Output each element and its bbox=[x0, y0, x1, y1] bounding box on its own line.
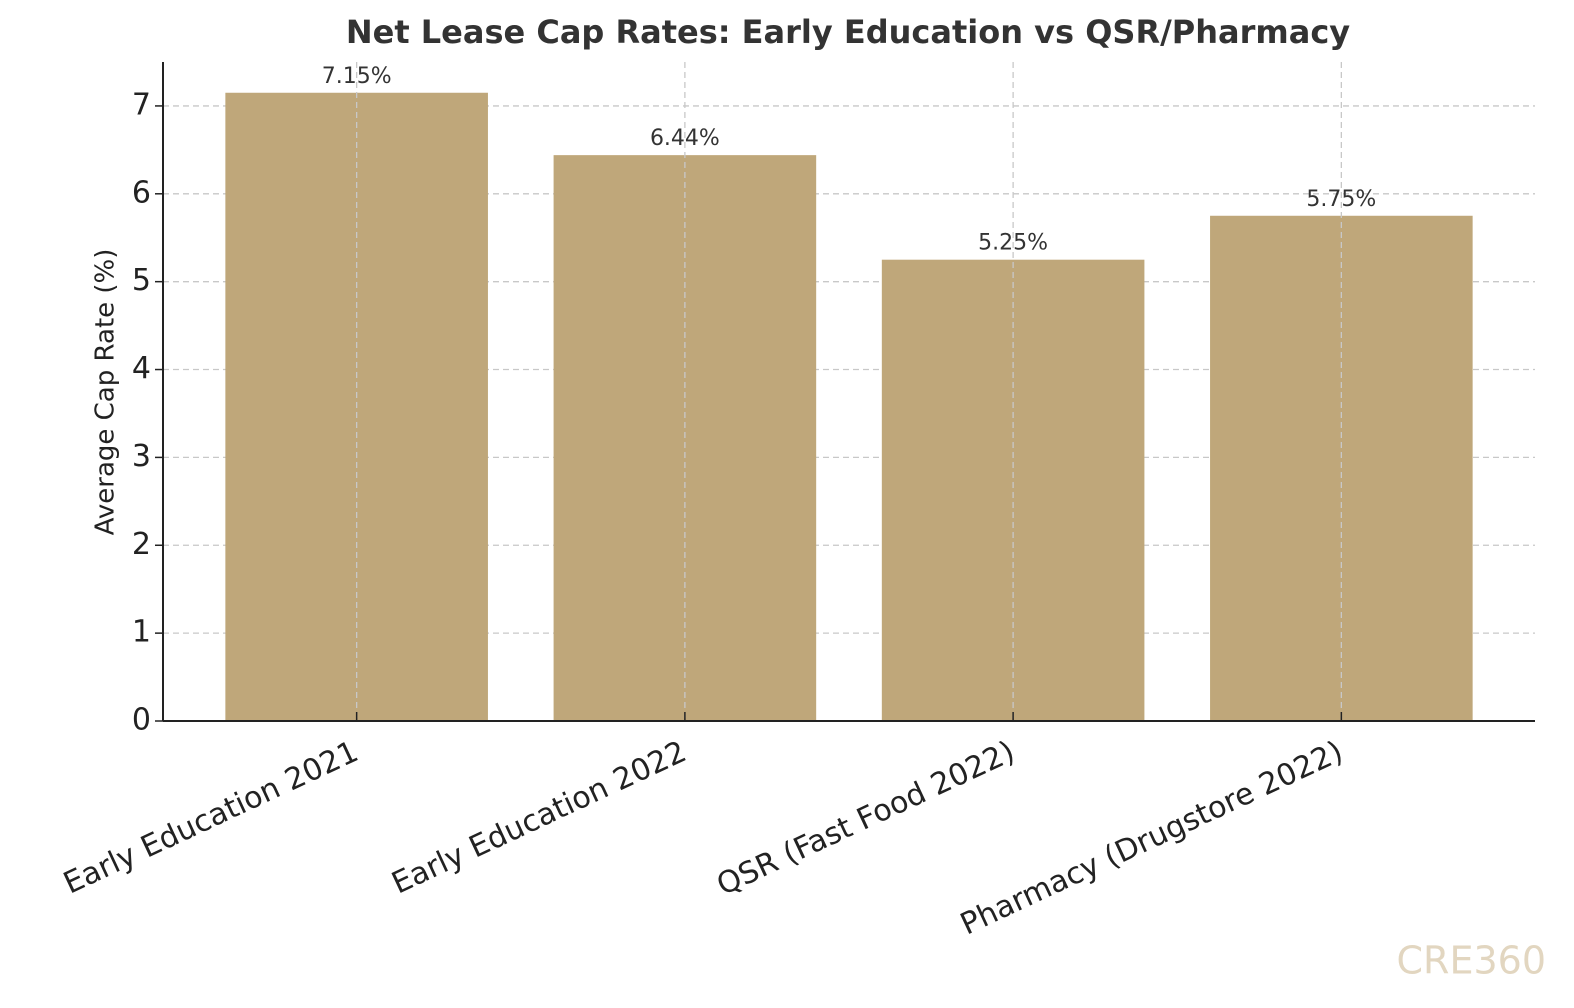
chart-title: Net Lease Cap Rates: Early Education vs … bbox=[346, 13, 1350, 51]
y-tick-label: 3 bbox=[132, 439, 151, 474]
value-label: 7.15% bbox=[322, 64, 392, 89]
y-tick-label: 6 bbox=[132, 175, 151, 210]
y-tick-label: 7 bbox=[132, 87, 151, 122]
value-label: 5.75% bbox=[1306, 187, 1376, 212]
watermark: CRE360 bbox=[1397, 939, 1546, 983]
x-tick-label: Early Education 2022 bbox=[387, 734, 692, 901]
bar bbox=[881, 259, 1145, 721]
y-tick-label: 2 bbox=[132, 527, 151, 562]
y-tick-label: 5 bbox=[132, 263, 151, 298]
x-tick-label: QSR (Fast Food 2022) bbox=[712, 734, 1021, 903]
value-label: 5.25% bbox=[978, 231, 1048, 256]
y-tick-label: 4 bbox=[132, 351, 151, 386]
y-axis-label: Average Cap Rate (%) bbox=[91, 249, 121, 536]
value-label: 6.44% bbox=[650, 126, 720, 151]
x-tick-label: Early Education 2021 bbox=[58, 734, 363, 901]
y-tick-label: 1 bbox=[132, 615, 151, 650]
y-tick-label: 0 bbox=[132, 703, 151, 738]
